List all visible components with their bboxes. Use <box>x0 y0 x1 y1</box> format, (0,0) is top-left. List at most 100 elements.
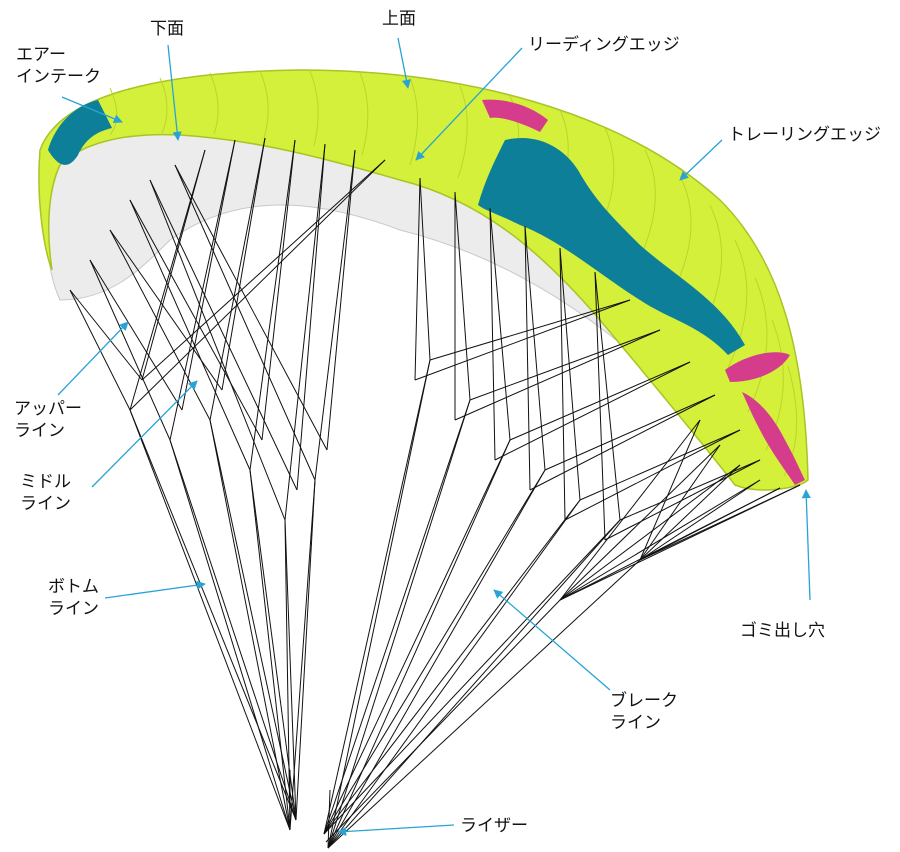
upper-line <box>579 429 741 501</box>
upper-line <box>149 179 298 491</box>
riser-line <box>327 789 331 849</box>
canopy-blue-accents <box>48 100 745 355</box>
upper-line <box>326 149 356 451</box>
brake-line <box>639 419 701 561</box>
leader-lines <box>57 37 811 837</box>
upper-line <box>469 329 661 401</box>
bottom-line <box>327 359 431 849</box>
leader-brake-lines <box>493 589 611 691</box>
label-air-intake-line-2: インテーク <box>16 67 101 87</box>
upper-line <box>419 177 431 361</box>
bottom-line <box>323 519 621 835</box>
upper-line <box>129 149 206 411</box>
upper-line <box>284 143 326 521</box>
label-brake-lines-line-1: ブレーク <box>610 691 678 711</box>
brake-line <box>325 599 561 843</box>
upper-line <box>221 137 266 391</box>
leader-riser <box>337 824 455 837</box>
leader-bottom-lines <box>104 580 206 599</box>
upper-line <box>594 271 621 521</box>
label-riser: ライザー <box>460 816 528 836</box>
canopy-pink-accents <box>482 99 805 485</box>
bottom-line <box>209 419 297 821</box>
label-upper-lines-line-2: ライン <box>14 421 65 441</box>
upper-line <box>604 459 761 541</box>
bottom-line <box>249 469 297 821</box>
upper-line <box>524 225 546 471</box>
bottom-line <box>327 439 511 849</box>
upper-line <box>529 394 716 491</box>
canopy-cells <box>109 70 798 477</box>
leader-upper-surface <box>397 37 411 89</box>
upper-line <box>544 394 716 471</box>
leader-air-intake <box>61 96 123 124</box>
brake-line <box>559 484 801 601</box>
brake-line <box>559 444 721 601</box>
leader-leading-edge <box>415 47 523 161</box>
upper-line <box>314 149 356 481</box>
upper-line <box>489 207 496 461</box>
label-brake-lines: ブレーク ライン <box>610 690 678 734</box>
upper-line <box>141 149 206 381</box>
upper-line <box>454 329 661 421</box>
bottom-line <box>289 479 316 831</box>
upper-line <box>69 289 143 381</box>
upper-line <box>494 361 691 461</box>
bottom-line <box>323 359 431 835</box>
bottom-line <box>295 479 316 821</box>
bottom-line <box>169 439 297 821</box>
upper-line <box>564 429 741 521</box>
label-upper-lines-line-1: アッパー <box>14 399 82 419</box>
upper-line <box>429 299 631 361</box>
brake-line <box>559 479 761 601</box>
label-middle-lines: ミドル ライン <box>20 471 71 515</box>
bottom-line <box>323 439 511 835</box>
label-air-intake: エアー インテーク <box>16 44 101 88</box>
upper-line <box>414 177 421 381</box>
upper-line <box>129 159 386 411</box>
leader-middle-lines <box>91 380 198 488</box>
bottom-line <box>209 419 291 831</box>
label-brake-lines-line-2: ライン <box>610 713 661 733</box>
label-bottom-lines-line-1: ボトム <box>48 577 99 597</box>
brake-line <box>559 464 741 601</box>
leader-lower-surface <box>167 44 182 141</box>
upper-line <box>559 247 566 521</box>
brake-line <box>559 419 701 601</box>
upper-line <box>414 299 631 381</box>
upper-line <box>619 459 761 521</box>
upper-line <box>174 164 316 481</box>
bottom-line <box>327 469 546 849</box>
upper-line <box>89 259 183 411</box>
label-trailing-edge: トレーリングエッジ <box>728 125 881 145</box>
upper-line <box>174 164 328 451</box>
brake-line <box>639 479 761 561</box>
upper-line <box>141 159 386 381</box>
upper-line <box>69 289 131 411</box>
upper-line <box>489 207 511 441</box>
upper-line <box>249 139 296 471</box>
upper-line <box>261 139 296 441</box>
bottom-line <box>323 469 546 835</box>
label-middle-lines-line-2: ライン <box>20 494 71 514</box>
upper-line <box>296 143 326 491</box>
upper-line <box>594 271 606 541</box>
label-bottom-lines: ボトム ライン <box>48 576 99 620</box>
leader-debris-hole <box>801 489 811 601</box>
upper-line <box>149 179 286 521</box>
label-middle-lines-line-1: ミドル <box>20 472 71 492</box>
leader-trailing-edge <box>679 139 723 181</box>
bottom-line <box>323 399 471 835</box>
bottom-line <box>249 469 291 831</box>
bottom-line <box>284 519 291 831</box>
upper-line <box>209 137 266 421</box>
leader-upper-lines <box>57 321 129 396</box>
label-upper-lines: アッパー ライン <box>14 398 82 442</box>
label-leading-edge: リーディングエッジ <box>528 35 680 55</box>
label-bottom-lines-line-2: ライン <box>48 599 99 619</box>
label-air-intake-line-1: エアー <box>16 45 66 65</box>
bottom-line <box>327 399 471 849</box>
bottom-line <box>327 519 621 849</box>
label-debris-hole: ゴミ出し穴 <box>740 621 825 641</box>
